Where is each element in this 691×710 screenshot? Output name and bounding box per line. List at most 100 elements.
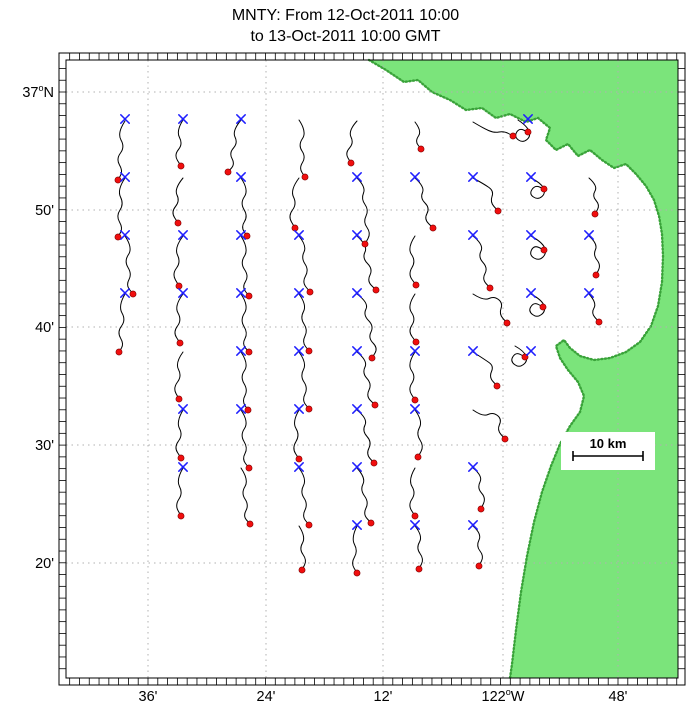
x-stroke <box>352 404 362 414</box>
trajectory-line <box>472 525 483 567</box>
x-stroke <box>468 346 478 356</box>
trajectory-line <box>176 467 184 517</box>
grid-x-marker <box>178 404 188 414</box>
grid-x-marker <box>178 114 188 124</box>
x-stroke <box>178 462 188 472</box>
trajectory-endpoint-dot <box>486 284 494 292</box>
trajectory-endpoint-dot <box>306 288 314 296</box>
x-stroke <box>352 462 362 472</box>
grid-x-marker <box>526 288 536 298</box>
trajectory-line <box>240 467 251 525</box>
trajectory-endpoint-dot <box>411 396 419 404</box>
x-stroke <box>410 172 420 182</box>
x-stroke <box>120 172 130 182</box>
trajectory-endpoint-dot <box>176 339 184 347</box>
x-stroke <box>178 404 188 414</box>
trajectory-line <box>240 409 250 469</box>
axis-tick-label: 30' <box>35 438 54 454</box>
grid-x-marker <box>410 172 420 182</box>
trajectory-line <box>414 525 423 570</box>
grid-x-marker <box>120 114 130 124</box>
trajectory-line <box>173 235 184 287</box>
trajectory-endpoint-dot <box>414 453 422 461</box>
trajectory-endpoint-dot <box>592 271 600 279</box>
trajectory-endpoint-dot <box>298 566 306 574</box>
trajectory-line <box>240 293 250 353</box>
trajectory-line <box>472 235 491 289</box>
x-stroke <box>294 346 304 356</box>
trajectory-endpoint-dot <box>347 159 355 167</box>
trajectory-line <box>409 351 416 401</box>
trajectory-line <box>588 293 600 323</box>
trajectory-endpoint-dot <box>224 168 232 176</box>
x-stroke <box>523 114 533 124</box>
trajectory-endpoint-dot <box>177 162 185 170</box>
grid-x-marker <box>526 172 536 182</box>
trajectory-line <box>588 177 599 215</box>
x-stroke <box>526 288 536 298</box>
trajectory-endpoint-dot <box>477 505 485 513</box>
trajectory-endpoint-dot <box>353 569 361 577</box>
grid-x-marker <box>120 230 130 240</box>
trajectory-endpoint-dot <box>174 219 182 227</box>
trajectory-endpoint-dot <box>503 319 511 327</box>
axis-tick-label: 12' <box>374 689 393 705</box>
grid-x-marker <box>294 404 304 414</box>
x-stroke <box>468 230 478 240</box>
scale-bar: 10 km <box>561 432 655 470</box>
end-markers <box>114 128 603 577</box>
x-stroke <box>236 114 246 124</box>
x-stroke <box>120 230 130 240</box>
trajectory-line <box>293 409 300 460</box>
trajectory-endpoint-dot <box>540 185 548 193</box>
trajectory-line <box>289 177 300 229</box>
grid-x-marker <box>294 288 304 298</box>
grid-x-marker <box>236 346 246 356</box>
trajectory-line <box>352 525 358 574</box>
trajectory-endpoint-dot <box>246 520 254 528</box>
trajectory-endpoint-dot <box>539 303 547 311</box>
trajectory-endpoint-dot <box>114 233 122 241</box>
grid-x-marker <box>294 346 304 356</box>
grid-x-marker <box>584 288 594 298</box>
x-stroke <box>120 114 130 124</box>
trajectory-endpoint-dot <box>540 246 548 254</box>
grid-x-marker <box>294 462 304 472</box>
trajectory-endpoint-dot <box>129 290 137 298</box>
trajectory-line <box>472 177 499 212</box>
axis-tick-label: 37oN <box>22 83 54 101</box>
trajectory-line <box>118 293 126 353</box>
x-stroke <box>236 288 246 298</box>
scale-bar-label: 10 km <box>590 436 627 451</box>
trajectory-endpoint-dot <box>244 406 252 414</box>
grid-x-marker <box>352 520 362 530</box>
grid-x-marker <box>468 230 478 240</box>
trajectory-endpoint-dot <box>370 459 378 467</box>
x-stroke <box>236 404 246 414</box>
trajectory-endpoint-dot <box>301 173 309 181</box>
trajectory-line <box>356 177 370 245</box>
trajectory-endpoint-dot <box>245 292 253 300</box>
trajectory-line <box>356 467 372 524</box>
x-stroke <box>468 462 478 472</box>
trajectory-endpoint-dot <box>115 348 123 356</box>
trajectory-endpoint-dot <box>501 435 509 443</box>
trajectory-line <box>227 119 242 173</box>
trajectory-line <box>174 351 184 400</box>
map-frame <box>58 52 686 686</box>
land-region <box>367 58 678 680</box>
trajectory-line <box>117 120 126 181</box>
plot-title: MNTY: From 12-Oct-2011 10:00 to 13-Oct-2… <box>0 5 691 47</box>
trajectory-line <box>175 409 184 459</box>
trajectories <box>117 119 600 574</box>
trajectory-line <box>298 119 306 178</box>
axis-tick-label: 122oW <box>482 687 525 705</box>
trajectory-endpoint-dot <box>177 512 185 520</box>
trajectory-endpoint-dot <box>368 354 376 362</box>
trajectory-line <box>472 467 485 510</box>
trajectory-line <box>174 293 184 344</box>
trajectory-endpoint-dot <box>412 281 420 289</box>
trajectory-endpoint-dot <box>245 464 253 472</box>
x-stroke <box>526 230 536 240</box>
